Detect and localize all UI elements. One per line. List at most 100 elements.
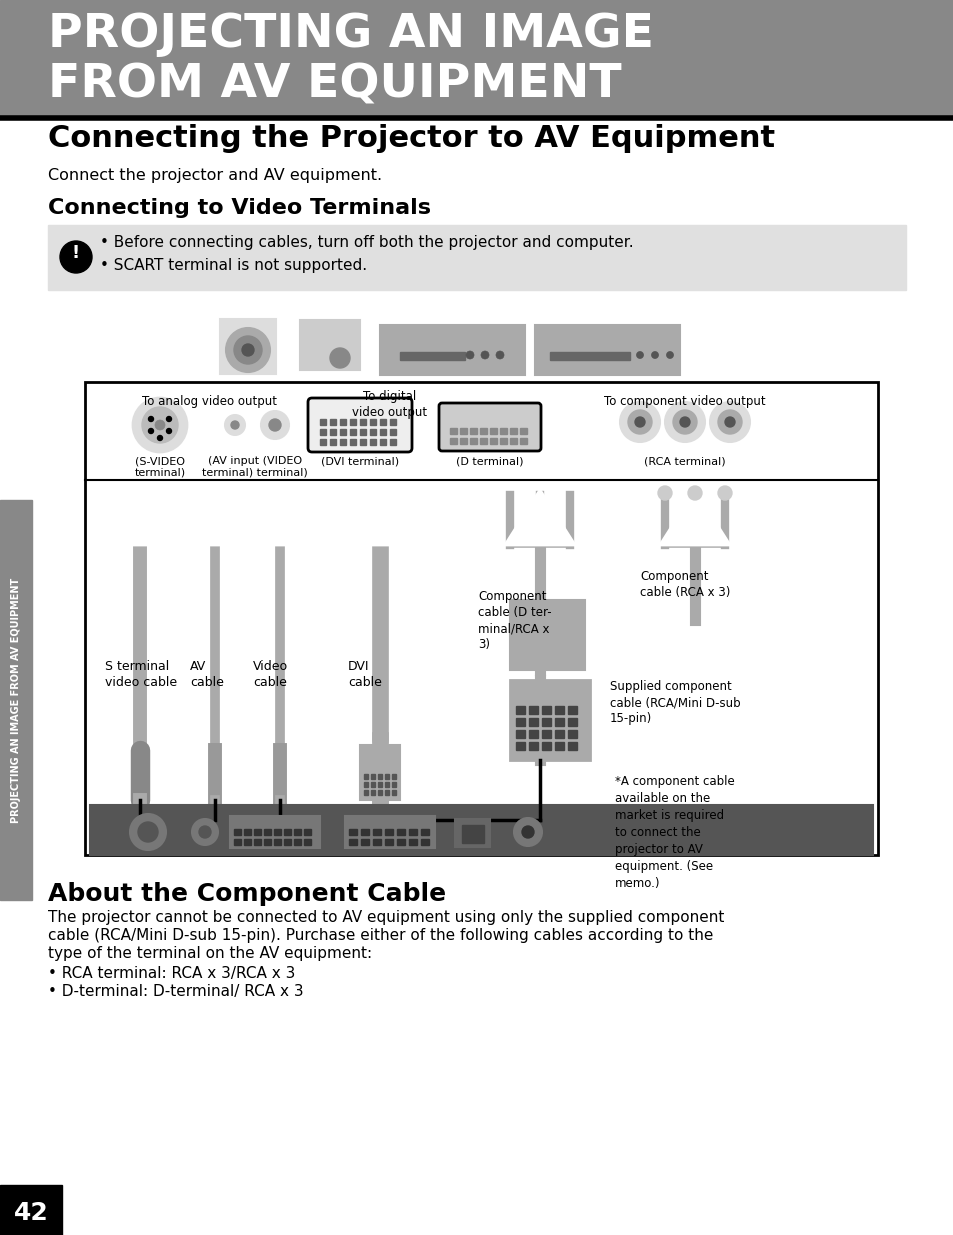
Bar	[370, 429, 375, 435]
Polygon shape	[504, 490, 575, 545]
Bar	[396, 829, 405, 835]
Text: FROM AV EQUIPMENT: FROM AV EQUIPMENT	[48, 62, 621, 107]
Bar	[535, 325, 679, 375]
Bar	[233, 829, 241, 835]
Bar	[516, 706, 524, 714]
Bar	[220, 319, 275, 374]
Bar	[360, 829, 369, 835]
Bar	[519, 429, 526, 433]
Bar	[529, 742, 537, 750]
Bar	[371, 782, 375, 787]
Circle shape	[149, 416, 153, 421]
Bar	[555, 742, 563, 750]
Text: *A component cable
available on the
market is required
to connect the
projector : *A component cable available on the mark…	[615, 776, 734, 890]
Text: To analog video output: To analog video output	[142, 395, 277, 408]
Text: Component
cable (RCA x 3): Component cable (RCA x 3)	[639, 571, 730, 599]
Circle shape	[718, 487, 731, 500]
Polygon shape	[257, 490, 302, 545]
Bar	[555, 718, 563, 726]
Circle shape	[149, 429, 153, 433]
Bar	[379, 429, 386, 435]
Bar	[385, 782, 389, 787]
Circle shape	[521, 826, 534, 839]
Circle shape	[666, 352, 673, 358]
Bar	[359, 745, 399, 800]
Bar	[294, 839, 301, 845]
Bar	[479, 429, 486, 433]
Bar	[294, 829, 301, 835]
Bar	[461, 825, 483, 844]
Bar	[330, 429, 335, 435]
Bar	[359, 429, 366, 435]
Bar	[555, 730, 563, 739]
Circle shape	[167, 429, 172, 433]
Bar	[230, 816, 319, 848]
Bar	[385, 790, 389, 795]
Bar	[244, 829, 251, 835]
Bar	[339, 429, 346, 435]
Bar	[390, 438, 395, 445]
Bar	[379, 438, 386, 445]
Text: Connecting to Video Terminals: Connecting to Video Terminals	[48, 198, 431, 219]
Bar	[304, 829, 311, 835]
Bar	[390, 419, 395, 425]
Bar	[364, 774, 368, 779]
Bar	[371, 790, 375, 795]
Bar	[510, 600, 584, 671]
Bar	[567, 730, 577, 739]
Bar	[385, 839, 393, 845]
Bar	[264, 839, 271, 845]
Circle shape	[142, 408, 178, 443]
Circle shape	[514, 818, 541, 846]
Circle shape	[132, 398, 187, 452]
Bar	[490, 429, 497, 433]
Polygon shape	[659, 490, 729, 545]
Bar	[349, 829, 356, 835]
Bar	[370, 419, 375, 425]
Bar	[359, 419, 366, 425]
Bar	[567, 718, 577, 726]
Bar	[371, 774, 375, 779]
Bar	[499, 438, 506, 445]
Bar	[373, 839, 380, 845]
Circle shape	[636, 352, 643, 358]
FancyBboxPatch shape	[438, 403, 540, 451]
Text: The projector cannot be connected to AV equipment using only the supplied compon: The projector cannot be connected to AV …	[48, 910, 723, 925]
Circle shape	[231, 421, 239, 429]
Text: PROJECTING AN IMAGE: PROJECTING AN IMAGE	[48, 12, 654, 57]
Bar	[90, 805, 872, 855]
Circle shape	[130, 814, 166, 850]
Text: About the Component Cable: About the Component Cable	[48, 882, 446, 906]
Bar	[330, 438, 335, 445]
Bar	[359, 438, 366, 445]
Circle shape	[709, 403, 749, 442]
Text: 42: 42	[13, 1200, 49, 1225]
Text: (AV input (VIDEO
terminal) terminal): (AV input (VIDEO terminal) terminal)	[202, 456, 308, 478]
Circle shape	[269, 419, 281, 431]
Text: DVI
cable: DVI cable	[348, 659, 381, 689]
Bar	[274, 839, 281, 845]
Text: SERVICE PORT: SERVICE PORT	[447, 858, 497, 864]
Text: Component
cable (D ter-
minal/RCA x
3): Component cable (D ter- minal/RCA x 3)	[477, 590, 551, 651]
Bar	[541, 706, 551, 714]
Circle shape	[330, 348, 350, 368]
Bar	[284, 839, 291, 845]
Text: S terminal
video cable: S terminal video cable	[105, 659, 177, 689]
Bar	[379, 419, 386, 425]
Bar	[370, 438, 375, 445]
Bar	[233, 839, 241, 845]
Bar	[450, 438, 456, 445]
Circle shape	[199, 826, 211, 839]
Bar	[339, 419, 346, 425]
Bar	[390, 429, 395, 435]
Bar	[459, 438, 467, 445]
Bar	[392, 782, 395, 787]
Bar	[516, 718, 524, 726]
Bar	[274, 829, 281, 835]
Text: To component video output: To component video output	[603, 395, 765, 408]
Bar	[244, 839, 251, 845]
Circle shape	[724, 417, 734, 427]
Bar	[420, 829, 429, 835]
Bar	[470, 429, 476, 433]
Circle shape	[679, 417, 689, 427]
